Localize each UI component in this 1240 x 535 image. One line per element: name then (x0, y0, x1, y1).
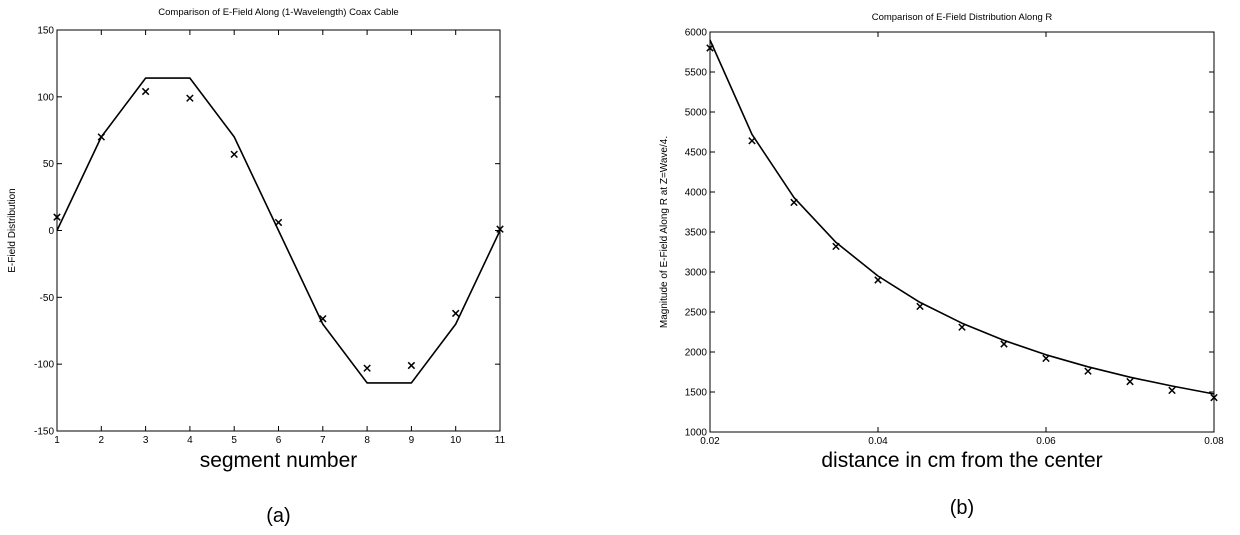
data-point-x-marker (1084, 367, 1092, 375)
data-point-x-marker (1042, 354, 1050, 363)
data-point-x-marker (1168, 386, 1176, 395)
data-point-x-marker (874, 276, 882, 284)
data-point-x-marker (1126, 377, 1134, 386)
data-point-x-marker (1000, 340, 1008, 348)
y-tick-label: 0 (48, 226, 54, 237)
data-point-x-marker (363, 364, 371, 372)
data-point-x-marker (186, 94, 194, 102)
y-tick-label: 2500 (685, 308, 708, 319)
x-tick-label: 0.04 (868, 436, 888, 447)
y-tick-label: 150 (37, 26, 54, 37)
data-point-x-marker (53, 213, 61, 221)
chart-title: Comparison of E-Field Distribution Along… (872, 12, 1053, 23)
x-tick-label: 3 (143, 435, 149, 446)
y-tick-label: -150 (34, 427, 54, 438)
y-tick-label: 5500 (685, 68, 708, 79)
x-tick-label: 9 (409, 435, 415, 446)
chart-a: 1 2 3 4 5 6 7 8 9 10 11 -150 -100 -50 0 50 100 150 Compari… (7, 7, 506, 527)
y-tick-label: 1000 (685, 428, 708, 439)
data-point-x-marker (832, 242, 840, 251)
chart-title: Comparison of E-Field Along (1-Wavelengt… (158, 7, 398, 18)
x-tick-label: 1 (54, 435, 60, 446)
y-tick-label: 2000 (685, 348, 708, 359)
data-point-x-marker (141, 87, 150, 96)
x-tick-label: 6 (276, 435, 282, 446)
chart-b: 0.02 0.04 0.06 0.08 1000 1500 2000 2500 3000 3500… (659, 12, 1224, 519)
x-axis-label: segment number (200, 449, 358, 472)
y-tick-label: -100 (34, 360, 54, 371)
x-tick-label: 11 (495, 435, 506, 446)
data-point-x-marker (706, 44, 714, 52)
x-tick-label: 2 (99, 435, 105, 446)
y-tick-label: 5000 (685, 108, 708, 119)
data-point-x-marker (407, 361, 416, 370)
x-tick-label: 5 (231, 435, 237, 446)
x-axis-label: distance in cm from the center (821, 449, 1102, 472)
y-tick-label: 6000 (685, 28, 708, 39)
figure-caption: (b) (950, 497, 974, 519)
x-tick-label: 4 (187, 435, 193, 446)
data-point-x-marker (496, 225, 504, 233)
y-tick-label: 3500 (685, 228, 708, 239)
data-point-x-marker (1210, 393, 1218, 402)
data-point-x-marker (748, 137, 756, 145)
y-tick-label: 3000 (685, 268, 708, 279)
y-tick-label: 4000 (685, 188, 708, 199)
y-tick-label: -50 (40, 293, 55, 304)
data-point-x-marker (274, 218, 283, 227)
data-point-x-marker (230, 150, 238, 159)
y-tick-label: 1500 (685, 388, 708, 399)
x-tick-label: 0.06 (1036, 436, 1056, 447)
x-tick-label: 0.02 (700, 436, 720, 447)
y-tick-label: 50 (43, 159, 55, 170)
data-point-x-marker (451, 309, 460, 318)
x-tick-label: 7 (320, 435, 326, 446)
data-point-x-marker (958, 323, 966, 331)
y-tick-label: 100 (37, 92, 54, 103)
x-tick-label: 0.08 (1204, 436, 1224, 447)
x-tick-label: 8 (364, 435, 370, 446)
x-tick-label: 10 (450, 435, 462, 446)
series-line (709, 39, 1215, 395)
plot-frame (709, 31, 1215, 433)
y-tick-label: 4500 (685, 148, 708, 159)
series-line (56, 77, 501, 384)
data-point-x-marker (97, 133, 106, 141)
figure-caption: (a) (266, 505, 290, 527)
data-point-x-marker (790, 198, 798, 207)
y-axis-label: Magnitude of E-Field Along R at Z=Wave/4… (659, 136, 670, 328)
data-point-x-marker (319, 314, 327, 323)
y-axis-label: E-Field Distribution (7, 188, 18, 272)
data-point-x-marker (916, 302, 924, 311)
